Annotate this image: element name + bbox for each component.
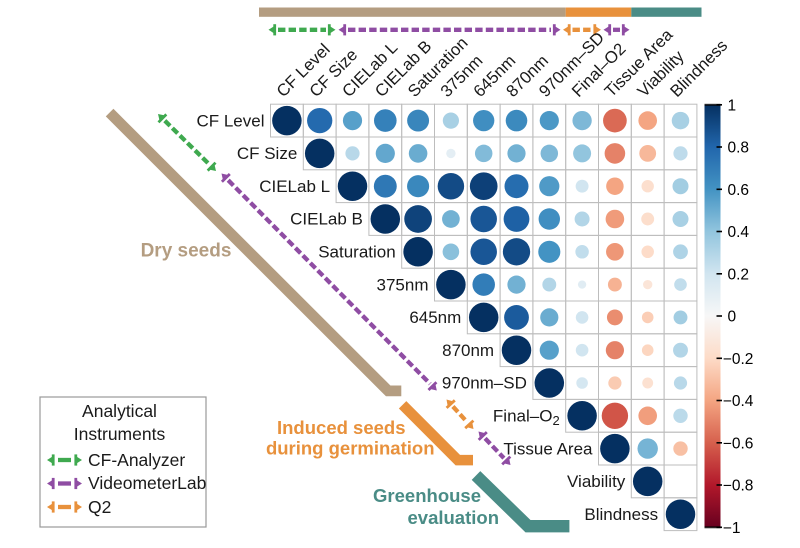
svg-text:CIELab B: CIELab B — [290, 210, 363, 229]
svg-text:Final–O2: Final–O2 — [493, 407, 560, 429]
svg-text:970nm–SD: 970nm–SD — [442, 374, 527, 393]
svg-text:375nm: 375nm — [377, 275, 429, 294]
svg-text:CIELab L: CIELab L — [259, 177, 330, 196]
svg-text:Dry seeds: Dry seeds — [141, 241, 232, 262]
svg-text:Instruments: Instruments — [74, 424, 166, 444]
svg-text:Analytical: Analytical — [82, 401, 157, 421]
svg-text:870nm: 870nm — [442, 341, 494, 360]
svg-text:CF-Analyzer: CF-Analyzer — [88, 450, 185, 470]
svg-text:−0.2: −0.2 — [723, 351, 754, 368]
svg-text:0.2: 0.2 — [728, 266, 750, 283]
svg-text:−0.8: −0.8 — [723, 478, 754, 495]
svg-text:0.6: 0.6 — [728, 182, 750, 199]
svg-text:−1: −1 — [723, 520, 741, 537]
svg-text:Induced seeds: Induced seeds — [277, 417, 406, 438]
svg-text:1: 1 — [728, 97, 737, 114]
svg-text:evaluation: evaluation — [408, 507, 500, 528]
svg-text:0.4: 0.4 — [728, 224, 750, 241]
svg-text:Viability: Viability — [567, 472, 626, 491]
svg-text:Greenhouse: Greenhouse — [373, 485, 481, 506]
svg-text:Blindness: Blindness — [584, 505, 658, 524]
svg-text:−0.6: −0.6 — [723, 435, 754, 452]
svg-text:during germination: during germination — [266, 438, 435, 459]
svg-text:Tissue Area: Tissue Area — [503, 439, 593, 458]
svg-text:645nm: 645nm — [409, 308, 461, 327]
svg-text:0.8: 0.8 — [728, 140, 750, 157]
svg-text:Q2: Q2 — [88, 497, 111, 517]
svg-text:VideometerLab: VideometerLab — [88, 473, 206, 493]
svg-text:CF Level: CF Level — [196, 111, 264, 130]
svg-text:Saturation: Saturation — [318, 243, 396, 262]
svg-text:−0.4: −0.4 — [723, 393, 754, 410]
svg-text:0: 0 — [728, 309, 737, 326]
svg-text:CF Size: CF Size — [237, 144, 297, 163]
